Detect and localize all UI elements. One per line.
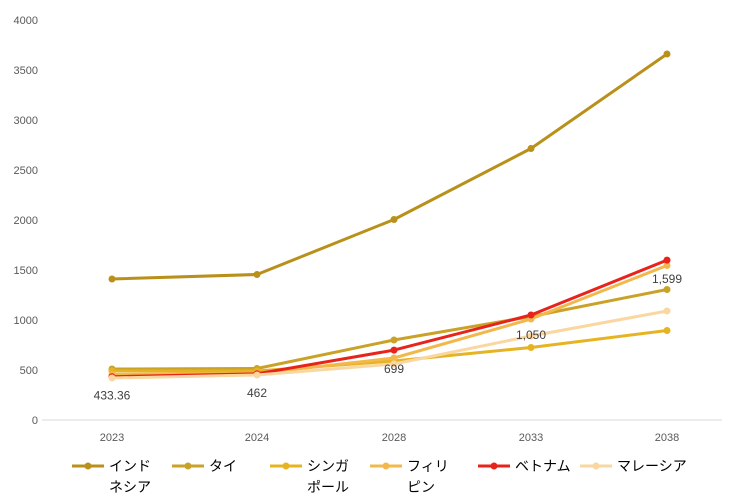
- series-6-point-2028: [390, 360, 398, 368]
- series-line-4: [110, 264, 669, 376]
- y-tick-label-1500: 1500: [14, 265, 38, 277]
- legend-label: フィリ: [407, 458, 449, 474]
- x-tick-label-2033: 2033: [519, 432, 543, 444]
- data-label-2033: 1,050: [516, 328, 546, 342]
- series-4-point-2038: [663, 262, 671, 269]
- series-1-point-2028: [390, 216, 398, 223]
- series-1-point-2033: [527, 145, 535, 152]
- legend-swatch-marker: [282, 462, 290, 470]
- data-label-2038: 1,599: [652, 272, 682, 286]
- series-6-point-2024: [253, 371, 261, 379]
- y-tick-label-3500: 3500: [14, 65, 38, 77]
- y-axis: 0 500 1000 1500 2000 2500 3000 3500 4000: [14, 15, 38, 427]
- series-4-point-2028: [390, 354, 398, 362]
- legend-label: シンガ: [307, 458, 349, 474]
- legend-label: タイ: [209, 458, 237, 474]
- series-2-point-2038: [663, 286, 671, 293]
- legend-swatch-marker: [382, 462, 390, 470]
- series-5-point-2028: [390, 346, 398, 354]
- legend-item-6: マレーシア: [580, 458, 687, 474]
- series-3-point-2038: [663, 327, 671, 334]
- legend-label: ネシア: [109, 479, 151, 495]
- data-labels: 433.36 462 699 1,050 1,599: [94, 272, 683, 403]
- legend-swatch-marker: [592, 462, 600, 470]
- x-tick-label-2028: 2028: [382, 432, 406, 444]
- y-tick-label-500: 500: [20, 365, 38, 377]
- y-tick-label-2500: 2500: [14, 165, 38, 177]
- series-layer: [108, 50, 671, 382]
- series-1: [108, 50, 671, 283]
- x-tick-label-2023: 2023: [100, 432, 124, 444]
- legend-label: インド: [109, 458, 151, 474]
- data-label-2024: 462: [247, 386, 267, 400]
- data-label-2028: 699: [384, 362, 404, 376]
- y-tick-label-1000: 1000: [14, 315, 38, 327]
- series-6-point-2038: [663, 307, 671, 315]
- series-1-point-2024: [253, 271, 261, 278]
- series-5-point-2038: [663, 256, 671, 264]
- series-5-point-2033: [527, 311, 535, 319]
- x-axis: 2023 2024 2028 2033 2038: [100, 432, 679, 444]
- series-line-1: [110, 52, 669, 281]
- series-2-point-2028: [390, 336, 398, 344]
- legend-label: マレーシア: [617, 458, 687, 474]
- legend-label: ポール: [307, 479, 349, 495]
- series-6-point-2033: [527, 332, 535, 340]
- series-1-point-2023: [108, 275, 116, 283]
- legend-item-2: タイ: [172, 458, 237, 474]
- legend-label: ピン: [407, 479, 435, 495]
- y-tick-label-4000: 4000: [14, 15, 38, 27]
- legend-label: ベトナム: [515, 458, 571, 474]
- y-tick-label-0: 0: [32, 415, 38, 427]
- series-3-point-2033: [527, 344, 535, 351]
- legend-swatch-marker: [84, 462, 92, 470]
- legend-swatch-marker: [184, 462, 192, 470]
- y-tick-label-2000: 2000: [14, 215, 38, 227]
- series-6: [108, 307, 671, 382]
- legend-item-5: ベトナム: [478, 458, 571, 474]
- series-1-point-2038: [663, 50, 671, 58]
- series-6-point-2023: [108, 374, 116, 382]
- legend-swatch-marker: [490, 462, 498, 470]
- x-tick-label-2024: 2024: [245, 432, 269, 444]
- y-tick-label-3000: 3000: [14, 115, 38, 127]
- x-tick-label-2038: 2038: [655, 432, 679, 444]
- data-label-2023: 433.36: [94, 389, 131, 403]
